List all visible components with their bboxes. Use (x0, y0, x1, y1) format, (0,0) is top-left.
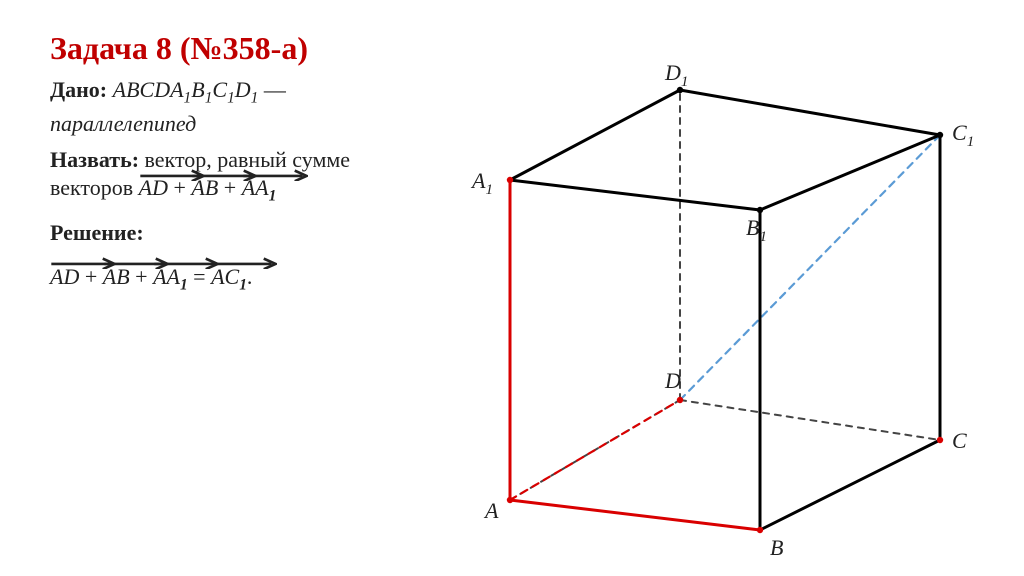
sol-vec-AB: AB (103, 264, 130, 290)
solution-label: Решение: (50, 220, 420, 246)
task-label: Назвать: (50, 147, 139, 172)
sol-vec-AA1: AA1 (153, 264, 188, 294)
sol-vec-AD: AD (50, 264, 79, 290)
svg-text:A1: A1 (470, 168, 493, 198)
sol-plus-2: + (130, 264, 153, 289)
problem-title: Задача 8 (№358-а) (50, 30, 420, 67)
given-sub-3: 1 (227, 89, 235, 106)
given-label: Дано: (50, 77, 107, 102)
task-line-1: Назвать: вектор, равный сумме (50, 147, 420, 173)
given-d: D (235, 77, 251, 102)
vec-AB: AB (191, 175, 218, 201)
svg-text:B1: B1 (746, 215, 767, 245)
task-line-2: векторов AD + AB + AA1 (50, 175, 420, 205)
given-line-1: Дано: ABCDA1B1C1D1 — (50, 77, 420, 107)
svg-text:B: B (770, 535, 783, 560)
svg-text:A: A (483, 498, 499, 523)
given-b: B (191, 77, 204, 102)
plus-1: + (168, 175, 191, 200)
solution-equation: AD + AB + AA1 = AC1. (50, 264, 420, 294)
task-text-1: вектор, равный сумме (139, 147, 350, 172)
svg-text:C: C (952, 428, 967, 453)
given-tail: — (264, 77, 286, 102)
plus-2: + (218, 175, 241, 200)
given-abcda: ABCDA (113, 77, 184, 102)
text-column: Задача 8 (№358-а) Дано: ABCDA1B1C1D1 — п… (50, 30, 420, 294)
given-sub-4: 1 (251, 89, 259, 106)
sol-dot: . (247, 264, 253, 289)
task-text-2: векторов (50, 175, 139, 200)
sol-plus-1: + (79, 264, 102, 289)
given-c: C (212, 77, 227, 102)
svg-text:D: D (664, 368, 681, 393)
parallelepiped-diagram: A B C D A1 B1 C1 D1 (440, 40, 1000, 560)
svg-text:D1: D1 (664, 60, 688, 90)
vec-AD: AD (139, 175, 168, 201)
sol-eq: = (188, 264, 211, 289)
svg-text:C1: C1 (952, 120, 974, 150)
given-line-2: параллелепипед (50, 111, 420, 137)
vec-AA1: AA1 (242, 175, 277, 205)
sol-vec-AC1: AC1 (211, 264, 247, 294)
